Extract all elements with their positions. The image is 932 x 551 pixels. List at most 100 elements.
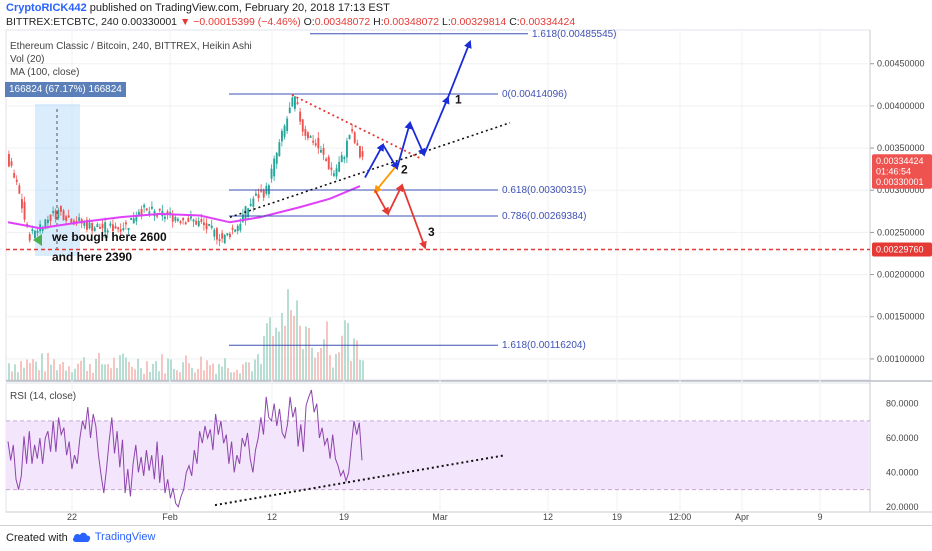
volume-bar xyxy=(299,325,301,380)
descending-trendline xyxy=(291,94,421,159)
volume-bar xyxy=(206,360,208,380)
candle xyxy=(18,185,21,194)
volume-bar xyxy=(65,370,67,380)
wave-label: 1 xyxy=(455,92,462,106)
price-tag xyxy=(872,242,932,257)
candle xyxy=(67,215,70,218)
volume-bar xyxy=(38,370,40,380)
volume-bar xyxy=(170,359,172,380)
time-tick-label: 9 xyxy=(817,512,822,522)
candle xyxy=(312,140,315,143)
candle xyxy=(348,134,351,140)
time-tick-label: Mar xyxy=(432,512,448,522)
rsi-trendline xyxy=(214,454,506,507)
volume-bar xyxy=(305,326,307,380)
volume-bar xyxy=(74,368,76,380)
wave-arrow-blue xyxy=(423,95,450,156)
volume-bar xyxy=(272,335,274,380)
volume-bar xyxy=(317,352,319,380)
volume-bar xyxy=(224,358,226,380)
candle xyxy=(223,234,226,244)
volume-bar xyxy=(101,364,103,380)
candle xyxy=(34,230,36,239)
candle xyxy=(179,221,182,224)
candle xyxy=(333,173,335,176)
candle xyxy=(356,143,359,146)
candle xyxy=(229,233,231,237)
o-value: 0.00348072 xyxy=(314,16,371,28)
volume-bar xyxy=(182,362,184,380)
volume-bar xyxy=(59,364,61,380)
candle xyxy=(156,214,159,217)
candle xyxy=(140,209,143,216)
volume-bar xyxy=(308,327,310,380)
volume-bar xyxy=(137,358,139,380)
tradingview-logo[interactable]: TradingView xyxy=(72,531,155,543)
price-chart[interactable]: 0.00450000 0.00400000 0.00350000 0.00300000… xyxy=(0,0,932,525)
volume-bar xyxy=(83,357,85,380)
price-tag-label: 01:46:54 xyxy=(876,167,911,177)
volume-bar xyxy=(134,369,136,380)
candle xyxy=(151,206,153,209)
time-tick-label: 12:00 xyxy=(669,512,692,522)
fib-level-label: 1.618(0.00485545) xyxy=(532,29,617,40)
volume-bar xyxy=(113,357,115,380)
vol-indicator-label: Vol (20) xyxy=(10,54,45,65)
volume-bar xyxy=(14,364,16,380)
candle xyxy=(247,208,250,217)
candle xyxy=(203,222,205,226)
fib-level-label: 0.618(0.00300315) xyxy=(502,185,587,196)
candle xyxy=(65,216,68,221)
price-tick-label: 0.00450000 xyxy=(877,59,925,69)
candle xyxy=(135,215,138,222)
candle xyxy=(340,155,343,163)
time-tick-label: 12 xyxy=(543,512,553,522)
candle xyxy=(351,129,354,132)
candle xyxy=(15,179,18,182)
price-tick-label: 0.00400000 xyxy=(877,101,925,111)
volume-bar xyxy=(176,370,178,380)
candle xyxy=(221,233,224,239)
candle xyxy=(166,211,169,215)
volume-bar xyxy=(254,359,256,380)
candle xyxy=(283,125,286,137)
volume-bar xyxy=(62,361,64,380)
candle xyxy=(88,222,91,229)
volume-bar xyxy=(236,369,238,380)
volume-bar xyxy=(47,352,49,380)
volume-bar xyxy=(257,354,259,380)
volume-bar xyxy=(347,323,349,380)
candle xyxy=(338,161,341,172)
volume-bar xyxy=(71,372,73,380)
volume-bar xyxy=(143,373,145,380)
candle xyxy=(294,96,296,109)
candle xyxy=(78,217,81,221)
candle xyxy=(148,211,151,214)
price-tick-label: 0.00350000 xyxy=(877,143,925,153)
candle xyxy=(205,223,208,230)
candle xyxy=(255,193,257,196)
volume-bar xyxy=(284,325,286,380)
price-tick-label: 0.00250000 xyxy=(877,227,925,237)
volume-bar xyxy=(23,367,25,380)
candle xyxy=(86,219,88,230)
volume-bar xyxy=(17,372,19,380)
volume-bar xyxy=(116,368,118,380)
candle xyxy=(270,168,273,179)
volume-bar xyxy=(11,371,13,380)
volume-bar xyxy=(119,355,121,380)
volume-bar xyxy=(146,361,148,380)
volume-bar xyxy=(110,368,112,380)
candle xyxy=(307,132,309,139)
candle xyxy=(309,135,312,138)
wave-arrow-orange xyxy=(373,166,396,194)
candle xyxy=(31,229,34,232)
price-change: −0.00015399 (−4.46%) xyxy=(193,16,301,28)
candle xyxy=(60,206,62,212)
candle xyxy=(335,168,338,177)
author-link[interactable]: CryptoRICK442 xyxy=(6,2,87,14)
candle xyxy=(182,217,185,221)
volume-bar xyxy=(191,367,193,380)
volume-bar xyxy=(227,368,229,380)
volume-bar xyxy=(302,349,304,380)
